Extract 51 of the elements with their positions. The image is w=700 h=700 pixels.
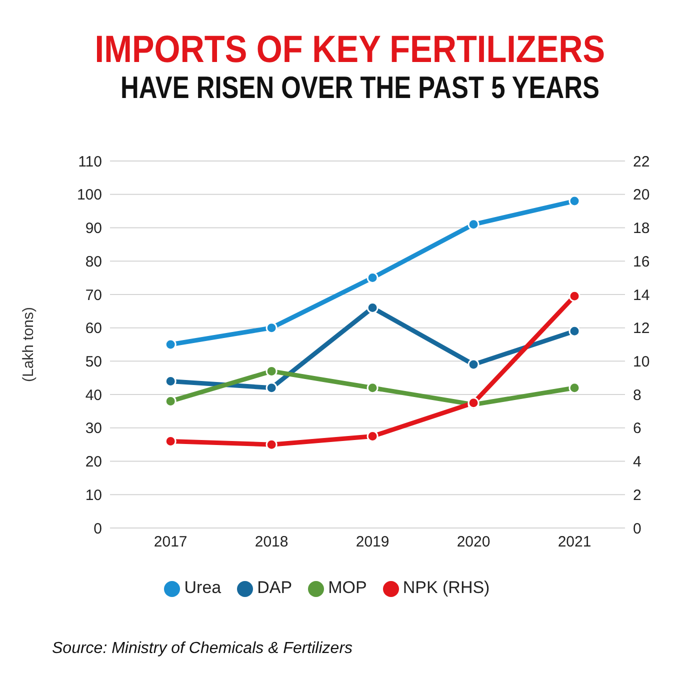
y2-tick-label: 0 <box>633 520 642 538</box>
y-tick-label: 90 <box>85 220 102 238</box>
y-tick-label: 30 <box>85 420 102 438</box>
point <box>568 195 580 207</box>
source-note: Source: Ministry of Chemicals & Fertilizers <box>52 640 353 658</box>
y-tick-label: 110 <box>78 153 102 170</box>
y2-tick-label: 22 <box>633 153 650 170</box>
y2-tick-label: 18 <box>633 220 650 238</box>
point <box>366 302 378 314</box>
legend-label: MOP <box>328 578 367 597</box>
x-tick-label: 2020 <box>456 534 490 551</box>
x-tick-label: 2017 <box>154 534 188 551</box>
x-tick-label: 2019 <box>356 534 390 551</box>
y-tick-label: 100 <box>76 186 102 204</box>
y2-tick-label: 16 <box>633 253 650 270</box>
y-tick-label: 60 <box>85 320 102 338</box>
point <box>366 430 378 442</box>
y2-tick-label: 20 <box>633 186 650 204</box>
legend-label: NPK (RHS) <box>402 578 490 597</box>
point <box>468 218 480 230</box>
legend-label: DAP <box>257 578 292 597</box>
y-tick-label: 50 <box>85 354 102 371</box>
point <box>568 382 580 394</box>
point <box>266 322 278 334</box>
y-tick-label: 40 <box>85 386 102 404</box>
y2-tick-label: 4 <box>633 454 642 471</box>
y-tick-label: 70 <box>85 286 102 304</box>
point <box>366 382 378 394</box>
chart-title: IMPORTS OF KEY FERTILIZERS <box>94 28 606 72</box>
y-tick-label: 10 <box>85 486 102 504</box>
point <box>266 438 278 450</box>
x-tick-label: 2018 <box>254 534 288 551</box>
point <box>568 325 580 337</box>
y2-tick-label: 6 <box>633 420 642 438</box>
point <box>568 290 580 302</box>
y-tick-label: 80 <box>85 253 102 270</box>
point <box>366 272 378 284</box>
y-tick-label: 0 <box>94 520 102 538</box>
y2-tick-label: 10 <box>633 354 650 371</box>
chart-subtitle: HAVE RISEN OVER THE PAST 5 YEARS <box>120 70 600 106</box>
y2-tick-label: 2 <box>633 486 642 504</box>
point <box>266 382 278 394</box>
point <box>468 358 480 370</box>
y-axis-title: (Lakh tons) <box>20 306 36 382</box>
point <box>164 338 176 350</box>
y-tick-label: 20 <box>85 454 102 471</box>
y2-tick-label: 8 <box>633 386 642 404</box>
y2-tick-label: 12 <box>633 320 650 338</box>
x-tick-label: 2021 <box>558 534 592 551</box>
legend-label: Urea <box>184 578 222 597</box>
y2-tick-label: 14 <box>633 286 650 304</box>
